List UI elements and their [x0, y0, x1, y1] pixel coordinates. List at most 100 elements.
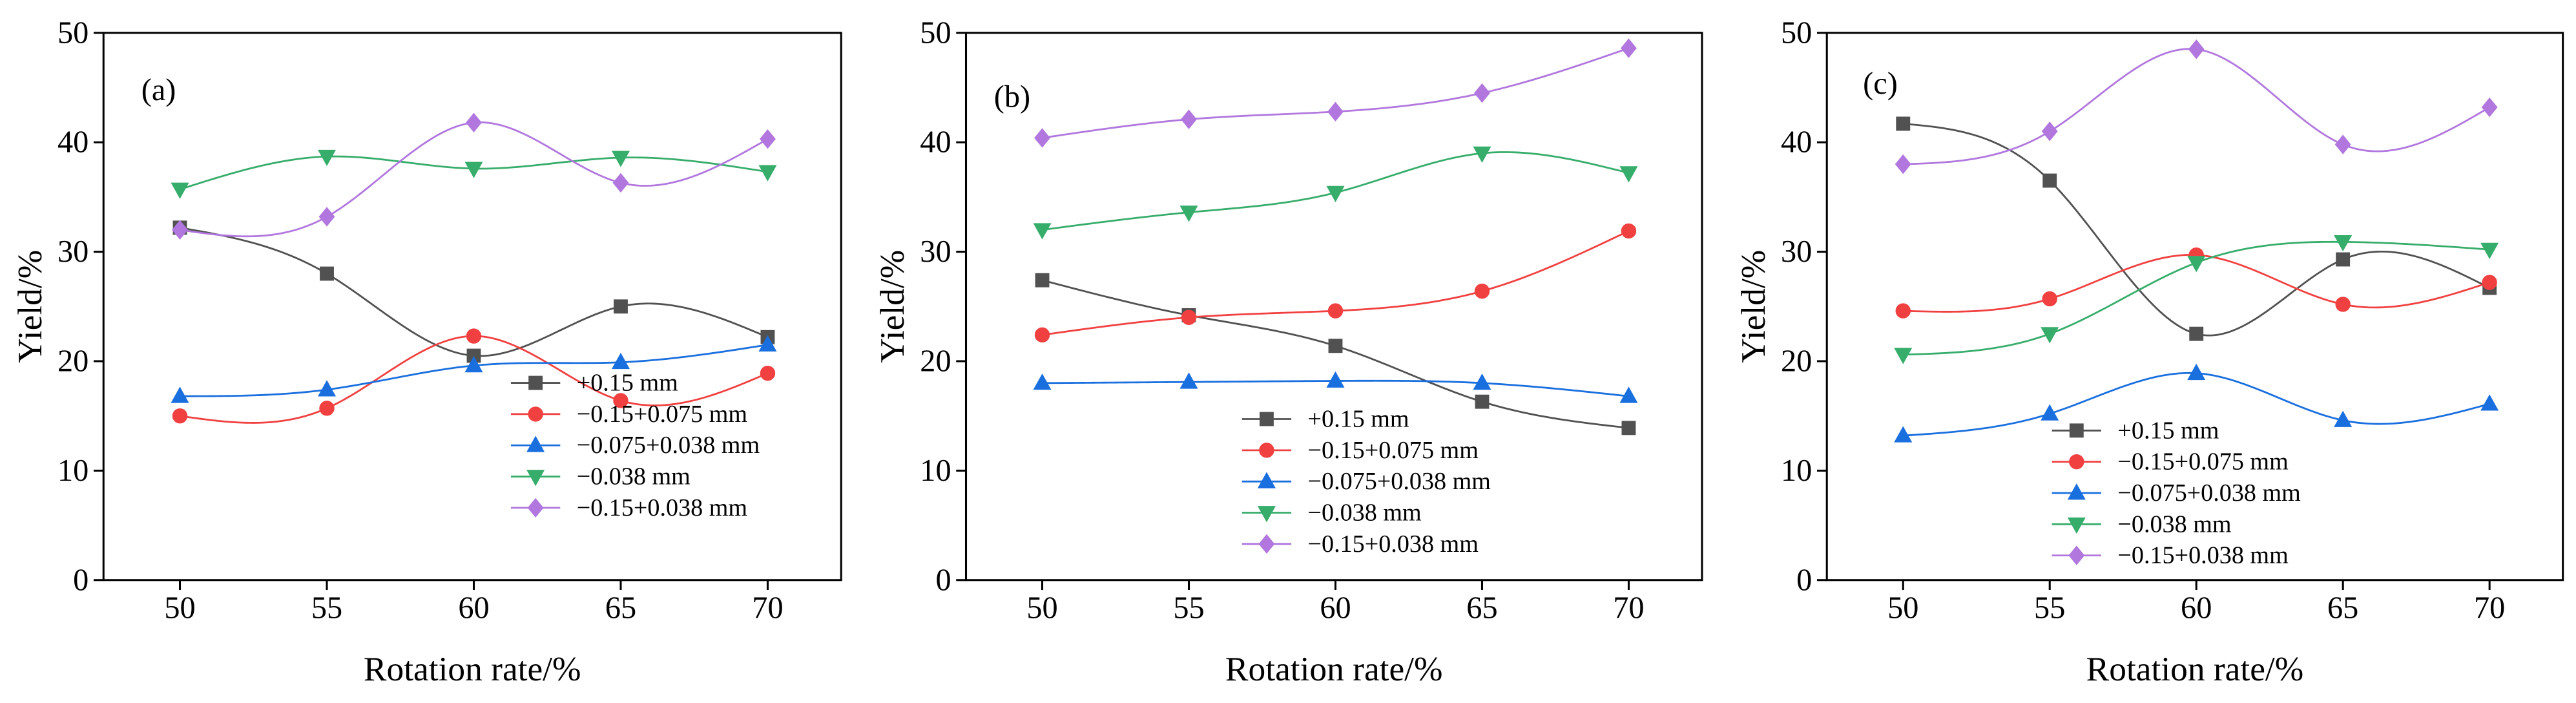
legend-label: −0.075+0.038 mm — [2117, 479, 2301, 507]
plot-frame — [964, 32, 1703, 582]
data-point — [320, 266, 334, 281]
x-tick-label: 55 — [311, 591, 342, 625]
legend-marker — [1258, 534, 1275, 554]
data-point — [1896, 116, 1911, 131]
x-tick-label: 60 — [458, 591, 489, 625]
data-point — [612, 173, 629, 193]
data-point — [1473, 373, 1491, 390]
y-tick-label: 40 — [920, 125, 951, 160]
legend-entry: −0.038 mm — [510, 463, 691, 490]
y-tick-label: 40 — [57, 125, 88, 160]
panel-label: (b) — [994, 79, 1030, 114]
data-point — [466, 328, 482, 344]
legend-marker — [2067, 483, 2086, 500]
data-point — [2335, 297, 2351, 312]
data-point — [2042, 291, 2057, 307]
x-tick-label: 70 — [752, 591, 783, 625]
data-point — [1033, 223, 1052, 240]
series-line — [180, 121, 769, 238]
data-point — [2336, 252, 2351, 267]
y-tick-label: 20 — [1781, 344, 1812, 379]
legend-marker — [1259, 443, 1274, 458]
plot-frame — [1825, 32, 2564, 582]
legend-label: −0.15+0.075 mm — [1308, 437, 1479, 464]
data-point — [1327, 303, 1344, 319]
x-tick-label: 70 — [2474, 591, 2505, 625]
data-point — [1895, 303, 1911, 319]
legend-entry: −0.15+0.075 mm — [2051, 448, 2289, 476]
legend: +0.15 mm −0.15+0.075 mm −0.075+0.038 mm −0.… — [510, 370, 760, 521]
data-point — [318, 207, 335, 227]
y-tick-label: 50 — [1781, 16, 1812, 50]
data-point — [2482, 275, 2497, 290]
x-tick-label: 55 — [1173, 591, 1204, 625]
chart-panel-1: 0 10 20 30 40 50 50 55 60 65 70 Rotation rate/% Yiel… — [10, 16, 842, 688]
data-point — [1326, 371, 1345, 388]
legend-entry: −0.038 mm — [2051, 510, 2232, 538]
panel-label: (c) — [1863, 67, 1898, 101]
legend-entry: −0.15+0.038 mm — [2051, 542, 2289, 569]
y-tick-label: 30 — [920, 235, 951, 269]
x-axis-label: Rotation rate/% — [364, 649, 581, 688]
legend-marker — [527, 498, 544, 518]
y-tick-label: 20 — [57, 344, 88, 379]
series-line — [1903, 48, 2490, 165]
data-point — [1894, 348, 1913, 364]
legend-entry: −0.038 mm — [1241, 499, 1422, 526]
x-axis-label: Rotation rate/% — [2086, 649, 2304, 688]
data-point — [2334, 235, 2353, 252]
chart-panel-2: 0 10 20 30 40 50 50 55 60 65 70 Rotation rate/% Yiel… — [873, 16, 1703, 688]
data-points — [1033, 38, 1638, 435]
legend-label: −0.15+0.075 mm — [577, 401, 748, 428]
data-points — [1894, 39, 2499, 443]
legend-marker — [1257, 506, 1276, 523]
data-point — [317, 149, 337, 167]
x-tick-label: 55 — [2034, 591, 2065, 625]
data-point — [2041, 404, 2059, 421]
data-point — [1474, 83, 1490, 103]
data-point — [1327, 101, 1344, 122]
legend-marker — [1257, 472, 1276, 488]
series-line — [1042, 47, 1629, 139]
y-tick-label: 20 — [920, 344, 951, 379]
data-point — [1894, 426, 1913, 443]
legend-marker — [528, 406, 543, 422]
x-tick-label: 65 — [605, 591, 636, 625]
data-point — [611, 352, 630, 370]
data-point — [464, 162, 483, 178]
y-tick-label: 40 — [1781, 125, 1812, 160]
legend-entry: −0.15+0.038 mm — [1241, 530, 1479, 558]
y-axis-label: Yield/% — [873, 250, 911, 363]
data-point — [1619, 166, 1638, 183]
data-point — [464, 355, 483, 373]
legend-marker — [528, 375, 543, 390]
y-tick-label: 0 — [1796, 563, 1812, 597]
data-point — [611, 151, 630, 167]
data-point — [1621, 38, 1637, 58]
data-point — [2334, 410, 2353, 427]
data-point — [1034, 128, 1050, 148]
data-point — [2041, 327, 2059, 344]
data-point — [466, 112, 482, 132]
chart-panel-3: 0 10 20 30 40 50 50 55 60 65 70 Rotation rate/% Yiel… — [1734, 16, 2564, 688]
data-point — [2188, 39, 2205, 59]
legend-marker — [1259, 412, 1274, 426]
data-point — [760, 365, 776, 381]
data-point — [2041, 121, 2058, 142]
legend-marker — [2067, 517, 2086, 534]
data-point — [1475, 394, 1490, 409]
legend-entry: +0.15 mm — [510, 370, 678, 397]
data-point — [1328, 339, 1343, 353]
y-tick-label: 10 — [57, 454, 88, 488]
x-tick-label: 50 — [164, 591, 195, 625]
data-point — [1181, 310, 1197, 325]
legend-label: +0.15 mm — [577, 370, 678, 397]
data-point — [2187, 363, 2206, 381]
data-point — [2187, 256, 2206, 273]
y-tick-label: 50 — [920, 16, 951, 50]
data-point — [1035, 273, 1050, 288]
data-point — [2481, 97, 2498, 118]
y-axis-label: Yield/% — [10, 250, 49, 363]
data-point — [172, 220, 188, 240]
x-axis-label: Rotation rate/% — [1225, 649, 1443, 688]
